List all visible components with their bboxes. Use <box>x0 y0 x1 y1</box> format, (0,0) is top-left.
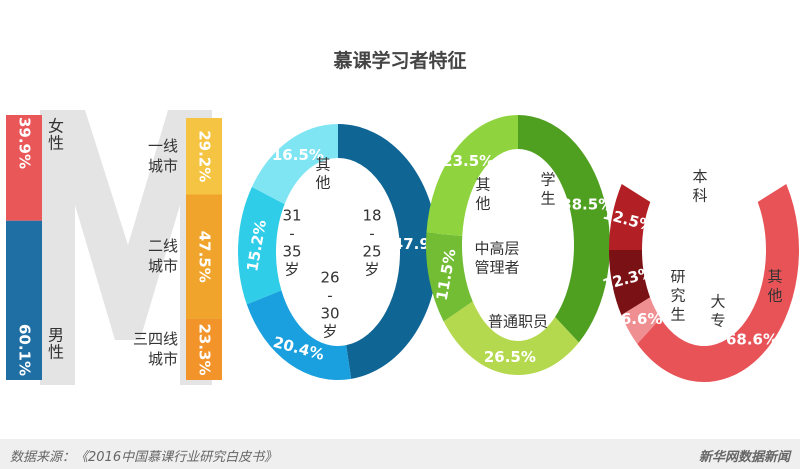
value-label: 38.5% <box>561 196 613 214</box>
bar-gender-female <box>6 115 42 221</box>
bar-city-2 <box>186 194 222 319</box>
category-label-age: 岁 <box>284 261 299 279</box>
footer-bar: 数据来源：《2016中国慕课行业研究白皮书》 新华网数据新闻 <box>0 439 800 469</box>
bar-city-1 <box>186 118 222 195</box>
value-label: 39.9% <box>16 117 34 169</box>
slice-年龄-4 <box>251 124 338 205</box>
value-label: 26.5% <box>484 348 536 366</box>
value-label: 47.5% <box>196 231 214 283</box>
category-label: 城市 <box>148 257 178 275</box>
category-label-occupation: 管理者 <box>474 259 519 277</box>
value-label: 16.5% <box>272 146 324 164</box>
category-label-education: 究 <box>670 287 685 305</box>
category-label-education: 专 <box>710 312 725 330</box>
category-label-char: 性 <box>48 343 64 362</box>
category-label-age: - <box>327 287 332 305</box>
bar-gender-male <box>6 220 42 380</box>
chart-title: 慕课学习者特征 <box>333 50 467 72</box>
category-label-occupation: 其 <box>475 176 490 194</box>
value-label: 6.6% <box>621 310 663 328</box>
slice-年龄-3 <box>238 186 285 305</box>
slice-年龄-2 <box>246 290 352 381</box>
category-label-occupation: 生 <box>540 190 555 208</box>
category-label: 三四线 <box>133 330 178 348</box>
category-label-char: 性 <box>48 134 64 153</box>
value-label: 60.1% <box>16 324 34 376</box>
category-label: 城市 <box>148 350 178 368</box>
category-label-age: 31 <box>282 207 301 225</box>
category-label-occupation: 普通职员 <box>488 313 548 331</box>
category-label-education: 研 <box>670 268 685 286</box>
category-label-education: 生 <box>670 306 685 324</box>
category-label-age: 他 <box>315 174 330 192</box>
category-label-age: 25 <box>362 243 381 261</box>
category-label-age: - <box>369 225 374 243</box>
category-label-age: 岁 <box>322 323 337 341</box>
category-label-char: 男 <box>48 326 64 345</box>
slice-职业-4 <box>426 115 518 236</box>
category-label: 男性 <box>48 326 64 362</box>
slice-职业-2 <box>443 301 579 375</box>
category-label-education: 大 <box>710 293 725 311</box>
value-label: 29.2% <box>196 130 214 182</box>
category-label-education: 他 <box>767 287 782 305</box>
category-label: 女性 <box>48 117 64 153</box>
slice-学历-3 <box>609 250 651 316</box>
value-label: 23.5% <box>442 152 494 170</box>
value-label: 68.6% <box>726 331 778 349</box>
category-label-char: 女 <box>48 117 64 136</box>
bar-city-3 <box>186 318 222 380</box>
category-label-age: - <box>289 225 294 243</box>
category-label-age: 30 <box>320 305 339 323</box>
category-label: 一线 <box>148 137 178 155</box>
category-label-age: 18 <box>362 207 381 225</box>
slice-职业-1 <box>518 115 610 343</box>
category-label: 二线 <box>148 237 178 255</box>
category-label-age: 其 <box>315 156 330 174</box>
category-label-education: 本 <box>692 168 707 186</box>
category-label-age: 35 <box>282 243 301 261</box>
category-label-occupation: 他 <box>475 195 490 213</box>
slice-学历-4 <box>609 184 651 250</box>
publisher-brand: 新华网数据新闻 <box>698 450 790 465</box>
category-label-age: 岁 <box>364 261 379 279</box>
category-label-occupation: 学 <box>540 171 555 189</box>
slice-学历-2 <box>621 297 661 344</box>
category-label-education: 其 <box>767 268 782 286</box>
category-label: 城市 <box>148 157 178 175</box>
slice-学历-1 <box>637 184 800 383</box>
category-label-occupation: 中高层 <box>474 240 519 258</box>
category-label-age: 26 <box>320 269 339 287</box>
decorative-letter-m <box>40 110 212 385</box>
value-label: 23.3% <box>196 323 214 375</box>
category-label-education: 科 <box>692 187 707 205</box>
slice-职业-3 <box>425 232 473 322</box>
slice-年龄-1 <box>338 124 439 379</box>
data-source-note: 数据来源：《2016中国慕课行业研究白皮书》 <box>10 450 278 465</box>
